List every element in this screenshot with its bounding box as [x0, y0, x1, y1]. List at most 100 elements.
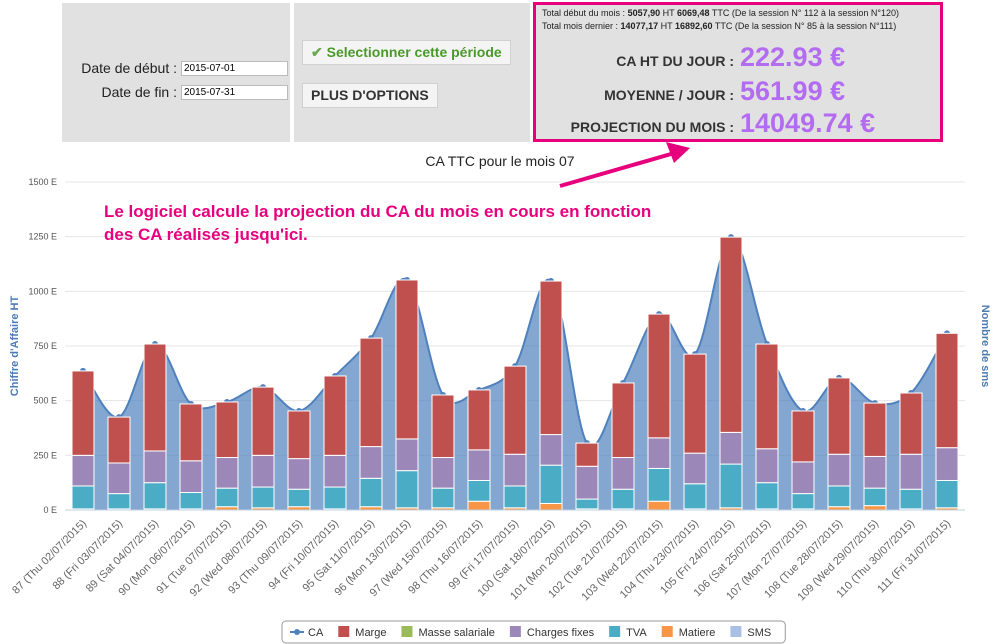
- bar-segment: [899, 488, 923, 510]
- legend-symbol: [509, 626, 521, 637]
- annotation-arrow: [559, 150, 679, 188]
- legend-item: CA: [308, 627, 324, 639]
- point: [368, 335, 374, 342]
- x-tick-label: 102 (Tue 21/07/2015): [546, 518, 629, 601]
- note: TTC (De la session N° 112 à la session N…: [711, 8, 899, 18]
- bar-segment: [431, 394, 455, 459]
- x-tick-label: 97 (Wed 15/07/2015): [368, 518, 449, 599]
- bar-segment: [503, 453, 527, 487]
- point: [584, 440, 590, 447]
- legend-symbol: [401, 626, 413, 637]
- legend-symbol: [294, 629, 300, 635]
- x-tick-label: 109 (Wed 29/07/2015): [795, 518, 881, 604]
- bar-segment: [611, 382, 635, 459]
- bar-segment: [611, 508, 635, 511]
- legend-item: Matiere: [679, 627, 716, 639]
- grid: [65, 181, 965, 511]
- point: [476, 386, 482, 393]
- point: [80, 367, 86, 374]
- x-tick-label: 92 (Wed 08/07/2015): [188, 518, 269, 599]
- x-tick-label: 101 (Mon 20/07/2015): [508, 518, 593, 603]
- bar-segment: [251, 386, 275, 456]
- bar-segment: [107, 493, 131, 510]
- chart-title: CA TTC pour le mois 07: [425, 153, 574, 169]
- bar-segment: [359, 446, 383, 479]
- bar-segment: [71, 454, 95, 487]
- end-label: Date de fin :: [101, 84, 178, 100]
- bar-segment: [611, 457, 635, 490]
- bar-segment: [107, 416, 131, 464]
- bar-segment: [755, 448, 779, 484]
- start-input[interactable]: 2015-07-01: [181, 61, 288, 76]
- x-tick-label: 96 (Mon 13/07/2015): [332, 518, 413, 599]
- point: [620, 379, 626, 386]
- summary-line: Total mois dernier : 14077,17 HT 16892,6…: [542, 21, 896, 31]
- line: [82, 236, 948, 447]
- bar-segment: [215, 401, 239, 459]
- legend-symbol: [661, 626, 673, 637]
- bar-segment: [395, 279, 419, 440]
- end-input[interactable]: 2015-07-31: [181, 85, 288, 100]
- bar-segment: [575, 442, 599, 467]
- bar-segment: [467, 389, 491, 451]
- bar-segment: [539, 434, 563, 466]
- select-button[interactable]: ✔ Selectionner cette période: [302, 40, 511, 65]
- legend-item: Marge: [355, 627, 386, 639]
- bar-segment: [647, 437, 671, 469]
- x-tick-label: 110 (Thu 30/07/2015): [834, 518, 917, 601]
- x-tick-label: 99 (Fri 17/07/2015): [446, 518, 521, 593]
- x-tick-label: 94 (Fri 10/07/2015): [266, 518, 341, 593]
- legend-item: Masse salariale: [418, 627, 494, 639]
- unit: HT: [660, 21, 673, 31]
- bar-segment: [791, 410, 815, 463]
- bar-segment: [863, 455, 887, 489]
- x-tick-label: 111 (Fri 31/07/2015): [875, 518, 953, 596]
- legend: CA Marge Masse salariale Charges fixes TVA Ma…: [281, 620, 786, 644]
- bar-segment: [323, 454, 347, 488]
- select-button-text: Selectionner cette période: [326, 44, 502, 60]
- summary-panel: [533, 2, 943, 142]
- x-tick-label: 100 (Sat 18/07/2015): [476, 518, 558, 600]
- x-tick-label: 87 (Thu 02/07/2015): [10, 518, 89, 597]
- point: [656, 311, 662, 318]
- legend-item: SMS: [747, 627, 771, 639]
- bar-segment: [323, 486, 347, 510]
- point: [332, 372, 338, 379]
- point: [692, 351, 698, 358]
- summary-row: MOYENNE / JOUR : 561.99 €: [540, 76, 940, 107]
- y-tick-label: 500 E: [33, 396, 57, 406]
- bar-segment: [71, 485, 95, 510]
- bar-segment: [215, 506, 239, 511]
- bar-segment: [179, 403, 203, 462]
- x-tick-label: 89 (Sat 04/07/2015): [84, 518, 161, 595]
- bar-segment: [503, 507, 527, 511]
- options-button[interactable]: PLUS D'OPTIONS: [302, 83, 438, 108]
- start-label: Date de début :: [81, 60, 177, 76]
- bar-segment: [791, 461, 815, 495]
- bar-segment: [611, 488, 635, 510]
- arrow-head: [666, 142, 690, 163]
- bar-segment: [863, 402, 887, 457]
- y-tick-label: 1250 E: [28, 232, 57, 242]
- bar-segment: [899, 392, 923, 455]
- bar-segment: [827, 453, 851, 487]
- bar-segment: [719, 463, 743, 509]
- x-tick-label: 107 (Mon 27/07/2015): [724, 518, 809, 603]
- bar-segment: [935, 479, 959, 509]
- bar-segment: [431, 457, 455, 489]
- bar-segment: [719, 431, 743, 465]
- bar-segment: [719, 507, 743, 511]
- bar-segment: [755, 508, 779, 511]
- point: [152, 341, 158, 348]
- bar-segment: [647, 500, 671, 511]
- y-tick-label: 250 E: [33, 450, 57, 460]
- bar-segment: [575, 508, 599, 511]
- bar-segment: [539, 502, 563, 511]
- x-tick-label: 103 (Wed 22/07/2015): [579, 518, 665, 604]
- bar-segment: [467, 449, 491, 481]
- point: [728, 234, 734, 241]
- bar-segment: [143, 482, 167, 510]
- bar-segment: [899, 453, 923, 490]
- x-tick-label: 93 (Thu 09/07/2015): [226, 518, 305, 597]
- bar-segment: [647, 313, 671, 439]
